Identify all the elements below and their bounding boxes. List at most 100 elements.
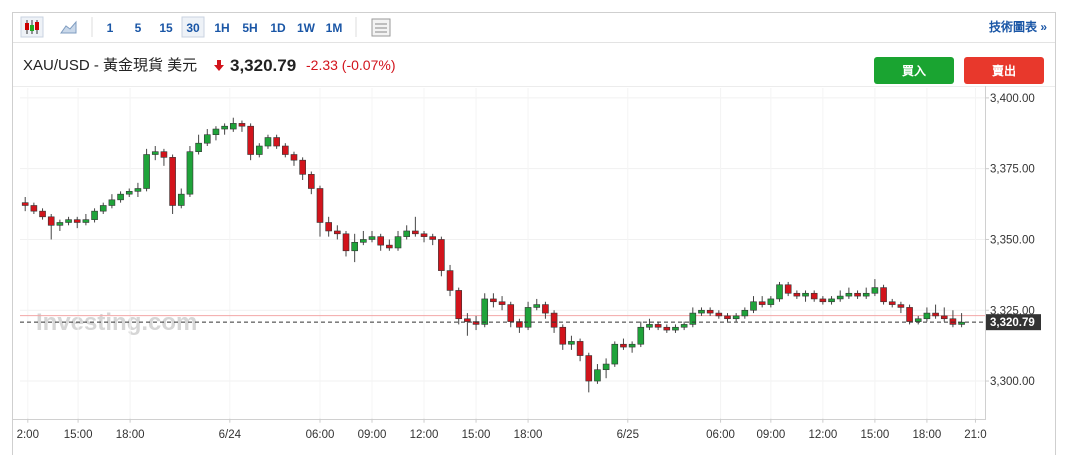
- candle-body: [836, 295, 844, 300]
- candle-body: [680, 324, 688, 328]
- candle-body: [854, 292, 861, 297]
- candle-body: [195, 142, 202, 152]
- candle-body: [819, 298, 827, 303]
- interval-button[interactable]: 1M: [326, 21, 343, 35]
- x-tick-label: 6/24: [219, 429, 242, 441]
- last-price: 3,320.79: [230, 56, 296, 75]
- table-icon[interactable]: [371, 18, 391, 37]
- candle-body: [143, 154, 150, 189]
- candle-body: [845, 292, 853, 297]
- candle-body: [151, 151, 159, 155]
- candle-body: [108, 199, 116, 206]
- down-arrow: [214, 60, 224, 71]
- interval-button[interactable]: 5H: [242, 21, 257, 35]
- candle-body: [420, 233, 428, 237]
- buy-button[interactable]: [874, 57, 954, 84]
- candle-body: [516, 321, 523, 328]
- interval-button[interactable]: 30: [186, 21, 200, 35]
- candle-body: [672, 326, 679, 331]
- current-price-tag: [986, 314, 1041, 331]
- candle-body: [186, 151, 194, 195]
- y-tick-label: 3,400.00: [990, 93, 1035, 105]
- candle-body: [221, 125, 228, 130]
- candle-body: [715, 312, 723, 317]
- interval-button[interactable]: 1: [107, 21, 114, 35]
- candle-body: [940, 315, 948, 320]
- candle-body: [377, 236, 384, 246]
- x-tick-label: 06:00: [306, 429, 335, 441]
- y-tick-label: 3,350.00: [990, 234, 1035, 246]
- candle-body: [923, 312, 931, 320]
- current-price-label: 3,320.79: [990, 317, 1035, 329]
- interval-button[interactable]: 1H: [214, 21, 229, 35]
- candle-body: [888, 301, 896, 305]
- candle-body: [368, 236, 376, 240]
- x-tick-label: 21:0: [964, 429, 986, 441]
- candle-body: [646, 324, 653, 328]
- candle-body: [533, 304, 541, 308]
- candle-body: [386, 244, 393, 249]
- candle-body: [238, 123, 246, 127]
- candle-icon[interactable]: [20, 16, 44, 38]
- candle-body: [82, 219, 90, 223]
- candle-body: [455, 290, 463, 320]
- plot: 3,300.003,325.003,350.003,375.003,400.00…: [17, 88, 1041, 441]
- interval-button[interactable]: 1D: [270, 21, 286, 35]
- candle-body: [542, 304, 549, 314]
- interval-button[interactable]: 15: [159, 21, 173, 35]
- candle-body: [732, 315, 740, 320]
- candle-body: [758, 301, 766, 305]
- candle-body: [255, 145, 263, 155]
- candle-body: [932, 312, 939, 317]
- candle-body: [585, 355, 593, 382]
- candle-body: [550, 312, 558, 328]
- candle-body: [299, 159, 306, 175]
- x-tick-label: 15:00: [860, 429, 889, 441]
- sell-label[interactable]: 賣出: [991, 63, 1016, 78]
- candle-body: [160, 151, 168, 158]
- candle-body: [73, 219, 81, 223]
- candle-body: [559, 326, 567, 345]
- area-icon[interactable]: [60, 20, 77, 34]
- candle-body: [394, 236, 402, 249]
- tech-chart-link[interactable]: 技術圖表 »: [989, 19, 1047, 34]
- buy-label[interactable]: 買入: [902, 64, 926, 78]
- candle-body: [689, 312, 697, 325]
- candle-body: [507, 304, 515, 322]
- active-interval-box: [181, 16, 205, 38]
- candle-body: [628, 343, 636, 348]
- candle-body: [871, 287, 879, 294]
- interval-button[interactable]: 1W: [297, 21, 316, 35]
- x-tick-label: 12:00: [808, 429, 837, 441]
- candle-body: [290, 154, 298, 161]
- interval-button[interactable]: 5: [135, 21, 142, 35]
- candle-body: [481, 298, 489, 325]
- candle-body: [767, 298, 775, 305]
- candle-body: [403, 230, 410, 237]
- candle-body: [117, 193, 124, 201]
- candle-body: [438, 239, 445, 271]
- price-change: -2.33 (-0.07%): [306, 57, 395, 73]
- y-tick-label: 3,375.00: [990, 164, 1035, 176]
- candle-body: [750, 301, 757, 311]
- candle-body: [273, 137, 280, 147]
- candle-body: [862, 292, 870, 297]
- candle-body: [524, 307, 532, 328]
- x-tick-label: 15:00: [462, 429, 491, 441]
- x-tick-label: 12:00: [410, 429, 439, 441]
- candle-body: [637, 326, 645, 345]
- candle-body: [897, 304, 905, 308]
- candle-body: [446, 270, 454, 291]
- candle-body: [177, 193, 185, 206]
- candle-body: [134, 188, 142, 192]
- candle-body: [568, 341, 575, 345]
- sell-button[interactable]: [964, 57, 1044, 84]
- candle-body: [229, 123, 237, 130]
- candle-body: [706, 309, 714, 314]
- candle-body: [602, 363, 610, 371]
- candle-body: [334, 230, 341, 235]
- x-tick-label: 6/25: [617, 429, 639, 441]
- y-tick-label: 3,300.00: [990, 376, 1035, 388]
- candle-body: [247, 125, 254, 155]
